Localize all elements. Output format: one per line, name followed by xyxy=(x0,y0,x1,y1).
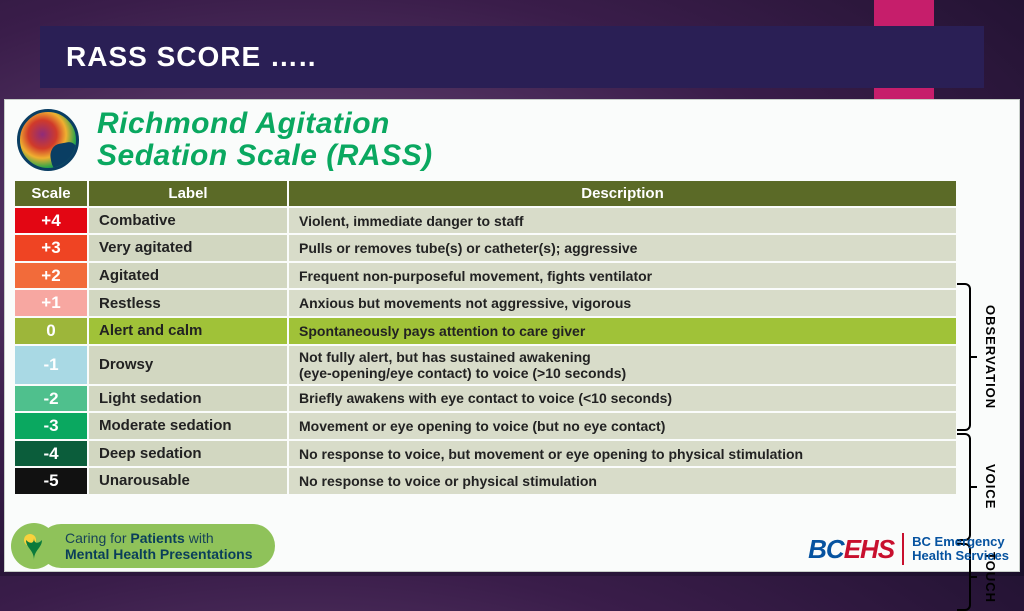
bracket-group: OBSERVATION xyxy=(957,283,1009,431)
label-cell: Light sedation xyxy=(88,385,288,413)
bracket-label: VOICE xyxy=(983,464,998,509)
label-cell: Deep sedation xyxy=(88,440,288,468)
tag-mhp: Mental Health Presentations xyxy=(65,546,253,562)
desc-cell: Spontaneously pays attention to care giv… xyxy=(288,317,957,345)
footer-tagline: Caring for Patients with Mental Health P… xyxy=(39,524,275,568)
label-cell: Restless xyxy=(88,289,288,317)
logo-bc: BC xyxy=(808,534,844,564)
desc-cell: Violent, immediate danger to staff xyxy=(288,207,957,235)
logo-ehs: EHS xyxy=(844,534,894,564)
table-row: -5UnarousableNo response to voice or phy… xyxy=(14,467,957,495)
label-cell: Combative xyxy=(88,207,288,235)
card-footer: Caring for Patients with Mental Health P… xyxy=(5,515,1019,571)
table-row: +4CombativeViolent, immediate danger to … xyxy=(14,207,957,235)
col-header-scale: Scale xyxy=(14,180,88,207)
table-row: -2Light sedationBriefly awakens with eye… xyxy=(14,385,957,413)
table-row: -1DrowsyNot fully alert, but has sustain… xyxy=(14,345,957,385)
desc-cell: No response to voice or physical stimula… xyxy=(288,467,957,495)
brain-icon xyxy=(17,109,79,171)
bcehs-logo: BCEHS xyxy=(808,534,894,565)
desc-cell: Not fully alert, but has sustained awake… xyxy=(288,345,957,385)
card-title-line1: Richmond Agitation xyxy=(97,107,390,140)
rass-card: Richmond Agitation Sedation Scale (RASS)… xyxy=(4,99,1020,572)
card-header: Richmond Agitation Sedation Scale (RASS) xyxy=(5,100,1019,179)
score-cell: -2 xyxy=(14,385,88,413)
table-row: -4Deep sedationNo response to voice, but… xyxy=(14,440,957,468)
col-header-desc: Description xyxy=(288,180,957,207)
leaf-icon xyxy=(11,523,57,569)
tag-caring: Caring xyxy=(65,530,110,546)
bcehs-text: BC Emergency Health Services xyxy=(912,535,1009,564)
logo-text-1: BC Emergency xyxy=(912,534,1004,549)
bracket-shape xyxy=(957,283,971,431)
desc-cell: Frequent non-purposeful movement, fights… xyxy=(288,262,957,290)
tag-patients: Patients xyxy=(130,530,188,546)
card-title-line2: Sedation Scale (RASS) xyxy=(97,139,433,172)
desc-cell: No response to voice, but movement or ey… xyxy=(288,440,957,468)
label-cell: Very agitated xyxy=(88,234,288,262)
score-cell: -5 xyxy=(14,467,88,495)
desc-cell: Briefly awakens with eye contact to voic… xyxy=(288,385,957,413)
score-cell: -3 xyxy=(14,412,88,440)
desc-cell: Pulls or removes tube(s) or catheter(s);… xyxy=(288,234,957,262)
bracket-label: OBSERVATION xyxy=(983,305,998,409)
label-cell: Unarousable xyxy=(88,467,288,495)
logo-divider xyxy=(902,533,904,565)
tag-with: with xyxy=(189,530,214,546)
slide-title: RASS SCORE ….. xyxy=(66,41,316,73)
slide-title-bar: RASS SCORE ….. xyxy=(40,26,984,88)
table-row: +1RestlessAnxious but movements not aggr… xyxy=(14,289,957,317)
desc-cell: Movement or eye opening to voice (but no… xyxy=(288,412,957,440)
score-cell: -4 xyxy=(14,440,88,468)
rass-table: Scale Label Description +4CombativeViole… xyxy=(13,179,958,496)
score-cell: +1 xyxy=(14,289,88,317)
table-row: 0Alert and calmSpontaneously pays attent… xyxy=(14,317,957,345)
score-cell: +2 xyxy=(14,262,88,290)
label-cell: Moderate sedation xyxy=(88,412,288,440)
table-row: -3Moderate sedationMovement or eye openi… xyxy=(14,412,957,440)
score-cell: +4 xyxy=(14,207,88,235)
score-cell: -1 xyxy=(14,345,88,385)
footer-tagline-group: Caring for Patients with Mental Health P… xyxy=(11,523,275,569)
tag-for: for xyxy=(110,530,130,546)
col-header-label: Label xyxy=(88,180,288,207)
label-cell: Alert and calm xyxy=(88,317,288,345)
footer-logo-group: BCEHS BC Emergency Health Services xyxy=(808,533,1009,565)
table-row: +3Very agitatedPulls or removes tube(s) … xyxy=(14,234,957,262)
desc-cell: Anxious but movements not aggressive, vi… xyxy=(288,289,957,317)
score-cell: +3 xyxy=(14,234,88,262)
card-title: Richmond Agitation Sedation Scale (RASS) xyxy=(97,108,433,173)
table-row: +2AgitatedFrequent non-purposeful moveme… xyxy=(14,262,957,290)
score-cell: 0 xyxy=(14,317,88,345)
logo-text-2: Health Services xyxy=(912,548,1009,563)
label-cell: Agitated xyxy=(88,262,288,290)
label-cell: Drowsy xyxy=(88,345,288,385)
